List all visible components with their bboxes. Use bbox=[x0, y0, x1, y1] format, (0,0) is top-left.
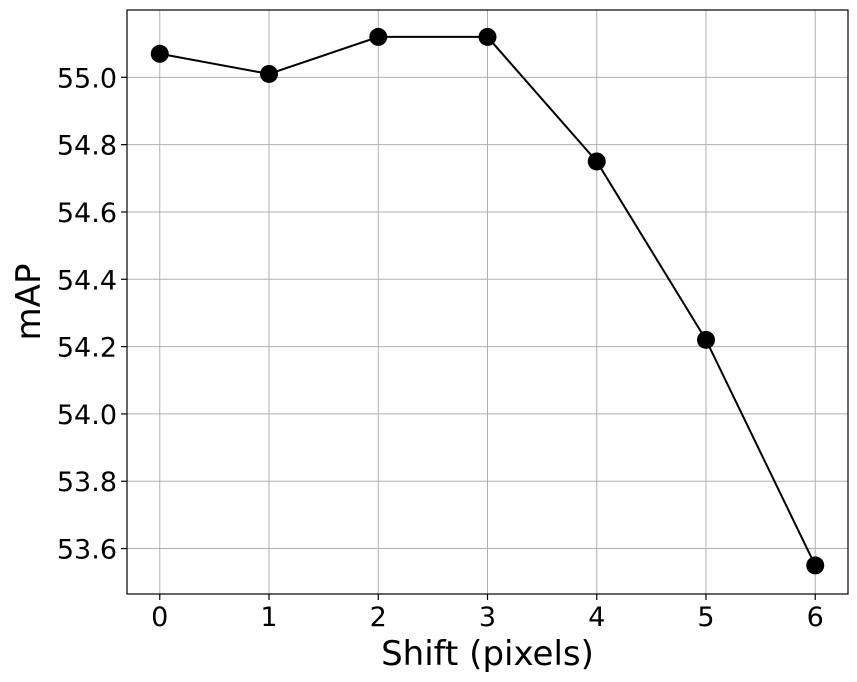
plot-series bbox=[150, 27, 825, 575]
y-tick-label: 55.0 bbox=[57, 63, 117, 94]
data-point bbox=[260, 64, 279, 83]
y-tick-label: 54.0 bbox=[57, 400, 117, 431]
y-tick-label: 54.4 bbox=[57, 265, 117, 296]
y-axis-label: mAP bbox=[9, 264, 49, 341]
x-axis-ticks: 0 1 2 3 4 5 6 bbox=[151, 594, 824, 633]
y-tick-label: 53.6 bbox=[57, 535, 117, 566]
x-tick-label: 6 bbox=[807, 602, 824, 633]
x-tick-label: 0 bbox=[151, 602, 168, 633]
x-tick-label: 2 bbox=[370, 602, 387, 633]
x-tick-label: 5 bbox=[697, 602, 714, 633]
y-tick-label: 54.2 bbox=[57, 333, 117, 364]
data-point bbox=[478, 27, 497, 46]
data-point bbox=[806, 556, 825, 575]
data-point bbox=[587, 152, 606, 171]
y-tick-label: 54.6 bbox=[57, 198, 117, 229]
y-tick-label: 54.8 bbox=[57, 131, 117, 162]
x-axis-label: Shift (pixels) bbox=[381, 634, 594, 674]
data-point bbox=[150, 44, 169, 63]
x-tick-label: 1 bbox=[260, 602, 277, 633]
grid-lines bbox=[127, 10, 848, 594]
data-point bbox=[696, 330, 715, 349]
y-axis-ticks: 53.6 53.8 54.0 54.2 54.4 54.6 54.8 55.0 bbox=[57, 63, 127, 566]
y-tick-label: 53.8 bbox=[57, 467, 117, 498]
x-tick-label: 4 bbox=[588, 602, 605, 633]
x-tick-label: 3 bbox=[479, 602, 496, 633]
data-point bbox=[369, 27, 388, 46]
